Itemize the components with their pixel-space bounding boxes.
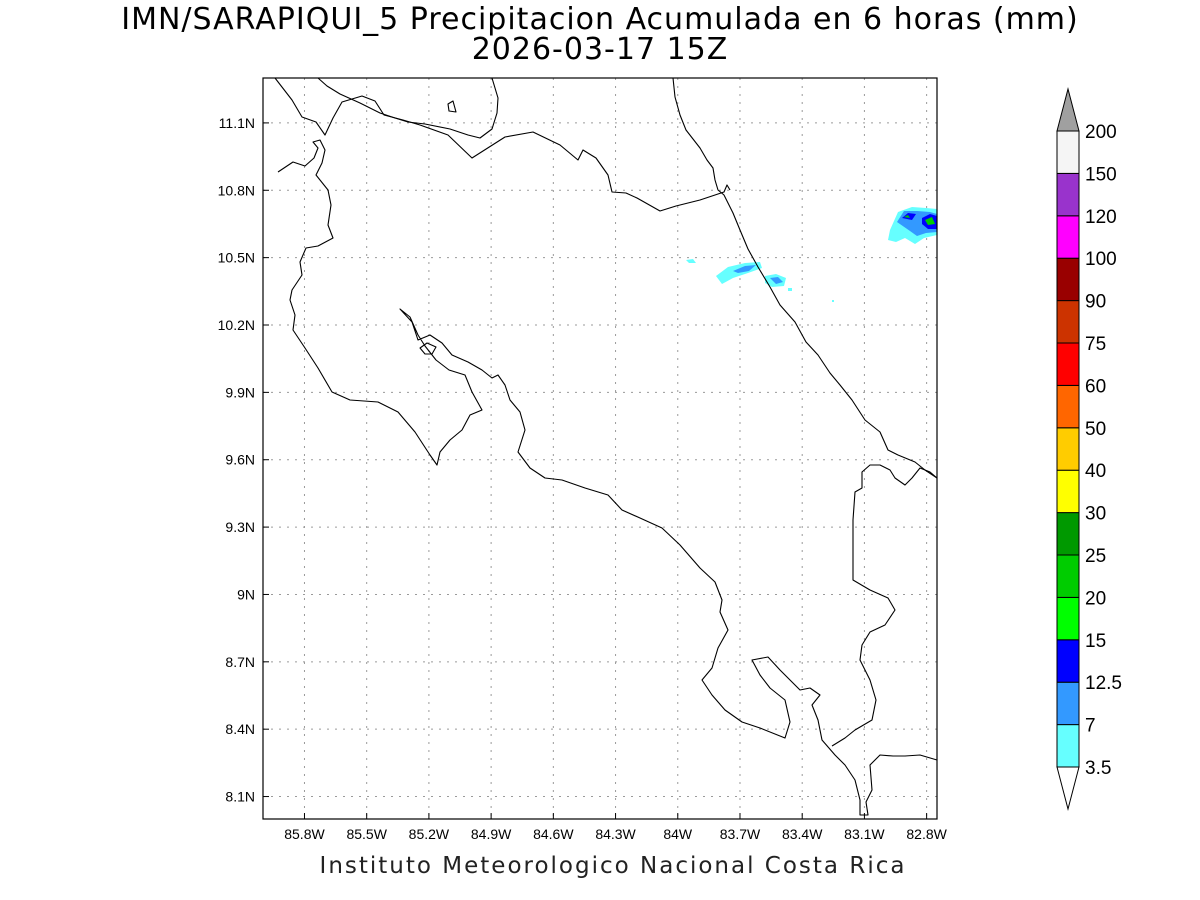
colorbar-label: 15	[1085, 631, 1106, 652]
coastline	[277, 139, 938, 816]
precip-cell	[788, 288, 792, 291]
colorbar-swatch	[1056, 342, 1080, 386]
colorbar-swatch	[1056, 469, 1080, 514]
colorbar-swatch	[1056, 257, 1080, 302]
colorbar-label: 90	[1085, 292, 1106, 313]
lat-tick-label: 9N	[237, 586, 255, 602]
precip-cell	[904, 215, 910, 218]
colorbar-swatch	[1056, 427, 1080, 471]
border-line	[831, 464, 938, 747]
colorbar-label: 150	[1085, 164, 1117, 185]
footer-credit: Instituto Meteorologico Nacional Costa R…	[319, 853, 907, 879]
precip-cell	[733, 265, 756, 273]
lat-tick-label: 10.2N	[218, 317, 255, 333]
lat-tick-label: 9.9N	[225, 384, 255, 400]
lon-tick-label: 84.3W	[595, 826, 636, 842]
colorbar-swatch	[1056, 512, 1080, 556]
colorbar-label: 20	[1085, 588, 1106, 609]
precip-cell	[686, 259, 696, 263]
lon-tick-label: 84W	[663, 826, 693, 842]
colorbar-label: 50	[1085, 419, 1106, 440]
lake	[419, 342, 437, 355]
lon-tick-label: 84.9W	[471, 826, 512, 842]
precip-cell	[832, 300, 834, 302]
colorbar-swatch	[1056, 172, 1080, 217]
colorbar-label: 100	[1085, 249, 1117, 270]
colorbar-label: 60	[1085, 376, 1106, 397]
lon-tick-label: 82.8W	[906, 826, 947, 842]
colorbar-label: 200	[1085, 122, 1117, 143]
coastlines	[274, 77, 938, 816]
colorbar-swatch	[1056, 596, 1080, 641]
colorbar-label: 40	[1085, 461, 1106, 482]
latitude-labels: 11.1N 10.8N 10.5N 10.2N 9.9N 9.6N 9.3N 9N 8.7N 8.…	[218, 115, 269, 805]
lat-tick-label: 9.6N	[225, 452, 255, 468]
coastline	[672, 77, 938, 479]
lon-tick-label: 85.8W	[284, 826, 325, 842]
colorbar-swatch	[1056, 554, 1080, 598]
lat-tick-label: 8.1N	[225, 789, 255, 805]
colorbar-label: 3.5	[1085, 758, 1111, 779]
lon-tick-label: 85.2W	[409, 826, 450, 842]
island	[447, 100, 457, 113]
colorbar-swatch	[1056, 724, 1080, 768]
lat-tick-label: 8.7N	[225, 654, 255, 670]
precip-cell	[770, 277, 783, 284]
colorbar-label: 75	[1085, 334, 1106, 355]
lat-tick-label: 9.3N	[225, 519, 255, 535]
lon-tick-label: 83.4W	[782, 826, 823, 842]
lat-tick-label: 11.1N	[219, 115, 255, 131]
colorbar-swatch	[1056, 384, 1080, 429]
colorbar-label: 30	[1085, 504, 1106, 525]
colorbar-swatch	[1056, 215, 1080, 259]
colorbar-label: 7	[1085, 716, 1096, 737]
lon-tick-label: 85.5W	[346, 826, 387, 842]
colorbar-label: 25	[1085, 546, 1106, 567]
colorbar-legend: 3.5 7 12.5 15 20 25 30 40 50 60 75 90 100 120 150 200	[1056, 87, 1122, 811]
precipitation-field	[686, 207, 937, 302]
colorbar-under-triangle	[1056, 766, 1080, 811]
lon-tick-label: 83.7W	[720, 826, 761, 842]
map-frame	[262, 77, 938, 820]
lat-tick-label: 8.4N	[225, 721, 255, 737]
colorbar-label: 120	[1085, 207, 1117, 228]
colorbar-swatch	[1056, 681, 1080, 726]
lon-tick-label: 84.6W	[533, 826, 574, 842]
coastline	[317, 77, 499, 139]
lat-tick-label: 10.8N	[218, 182, 255, 198]
lon-tick-label: 83.1W	[844, 826, 885, 842]
colorbar-swatch	[1056, 639, 1080, 683]
precip-cell	[925, 217, 935, 225]
colorbar-over-triangle	[1056, 87, 1080, 132]
coastline	[274, 77, 731, 212]
lat-tick-label: 10.5N	[218, 250, 255, 266]
grid-lines	[263, 78, 937, 819]
map-valid-time: 2026-03-17 15Z	[471, 32, 729, 67]
longitude-labels: 85.8W 85.5W 85.2W 84.9W 84.6W 84.3W 84W 83.7W 83…	[284, 813, 948, 842]
colorbar-swatch	[1056, 130, 1080, 174]
colorbar-label: 12.5	[1085, 673, 1122, 694]
colorbar-swatch	[1056, 300, 1080, 344]
map-title: IMN/SARAPIQUI_5 Precipitacion Acumulada …	[121, 2, 1079, 37]
